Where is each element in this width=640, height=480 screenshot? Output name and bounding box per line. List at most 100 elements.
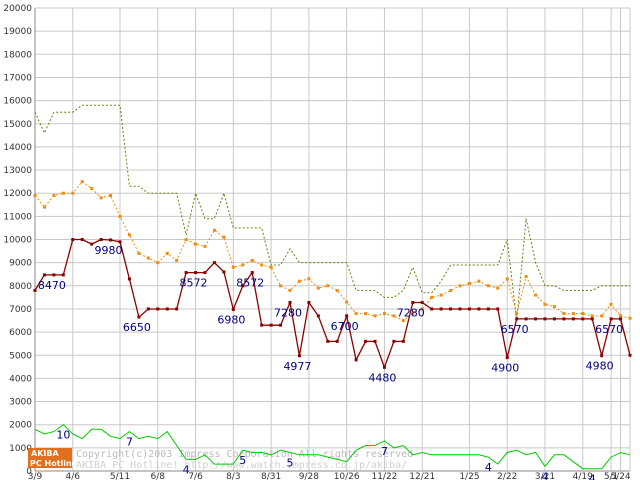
point-min xyxy=(194,271,198,275)
point-avg xyxy=(165,251,169,255)
min-price-label: 4977 xyxy=(283,360,311,373)
grid xyxy=(34,7,631,472)
point-min xyxy=(562,317,566,321)
x-tick-label: 8/3 xyxy=(226,472,240,480)
watermark: AKIBA PC Hotline Copyright(c)2003 Impres… xyxy=(28,448,413,471)
point-min xyxy=(534,317,538,321)
copyright-text: Copyright(c)2003 Impress Corporation All… xyxy=(76,449,413,460)
logo-bottom-box xyxy=(28,458,72,468)
x-tick-label: 1/25 xyxy=(459,472,479,480)
point-avg xyxy=(90,187,94,191)
series-line-avg xyxy=(34,180,631,322)
min-price-label: 6570 xyxy=(595,323,623,336)
point-avg xyxy=(505,277,509,281)
y-tick-label: 13000 xyxy=(3,166,32,176)
min-price-label: 4900 xyxy=(491,362,519,375)
point-avg xyxy=(241,263,245,267)
y-tick-label: 3000 xyxy=(9,398,32,408)
y-tick-label: 7000 xyxy=(9,305,32,315)
min-price-label: 8572 xyxy=(180,277,208,290)
point-min xyxy=(411,300,415,304)
point-min xyxy=(439,307,443,311)
point-avg xyxy=(127,233,131,237)
point-avg xyxy=(307,277,311,281)
point-min xyxy=(42,273,46,277)
point-min xyxy=(449,307,453,311)
point-min xyxy=(127,277,131,281)
series-layer xyxy=(33,104,632,470)
point-avg xyxy=(600,314,604,318)
point-min xyxy=(203,271,207,275)
point-avg xyxy=(439,293,443,297)
min-price-label: 9980 xyxy=(95,244,123,257)
point-min xyxy=(590,317,594,321)
point-min xyxy=(571,317,575,321)
x-tick-label: 7/6 xyxy=(188,472,203,480)
y-tick-label: 5000 xyxy=(9,351,32,361)
point-min xyxy=(80,238,84,241)
point-avg xyxy=(467,281,471,285)
point-min xyxy=(628,353,632,357)
point-min xyxy=(90,242,94,246)
x-tick-label: 9/28 xyxy=(299,472,319,480)
point-avg xyxy=(496,286,500,290)
point-min xyxy=(600,354,604,358)
point-avg xyxy=(156,261,160,265)
point-min xyxy=(477,307,481,311)
point-min xyxy=(307,300,311,304)
point-min xyxy=(467,307,471,311)
y-axis-ticks: 0 1000 2000 3000 4000 5000 6000 7000 8000 9000 100… xyxy=(3,4,32,477)
point-min xyxy=(137,315,141,319)
point-avg xyxy=(316,286,320,290)
y-tick-label: 9000 xyxy=(9,259,32,269)
point-min xyxy=(184,271,188,275)
y-tick-label: 4000 xyxy=(9,374,32,384)
point-avg xyxy=(609,302,613,306)
point-min xyxy=(609,317,613,321)
series-line-count xyxy=(34,424,631,470)
point-avg xyxy=(175,258,179,262)
point-min xyxy=(222,270,226,274)
x-tick-label: 4/19 xyxy=(573,472,593,480)
series-line-min xyxy=(34,238,631,370)
point-avg xyxy=(420,307,424,311)
point-avg xyxy=(52,194,56,198)
point-min xyxy=(486,307,490,311)
point-min xyxy=(146,307,150,311)
point-min xyxy=(364,339,368,343)
point-avg xyxy=(269,265,273,269)
min-price-label: 6700 xyxy=(331,320,359,333)
x-tick-label: 11/22 xyxy=(371,472,397,480)
point-min xyxy=(392,339,396,343)
logo-bottom-text: PC Hotline xyxy=(30,459,78,468)
x-tick-label: 2/22 xyxy=(497,472,517,480)
point-avg xyxy=(279,284,283,288)
point-avg xyxy=(458,284,462,288)
point-min xyxy=(581,317,585,321)
min-price-label: 6650 xyxy=(123,321,151,334)
point-min xyxy=(430,307,434,311)
point-min xyxy=(231,307,235,311)
point-avg xyxy=(364,312,368,316)
point-min xyxy=(156,307,160,311)
point-min xyxy=(241,284,245,288)
min-price-label: 8572 xyxy=(236,277,264,290)
point-avg xyxy=(288,288,292,292)
x-tick-label: 3/21 xyxy=(535,472,555,480)
point-avg xyxy=(590,314,594,318)
point-avg xyxy=(543,302,547,306)
point-avg xyxy=(373,314,377,318)
point-min xyxy=(505,356,509,360)
point-min xyxy=(401,339,405,343)
min-price-label: 7280 xyxy=(274,306,302,319)
min-price-label: 7280 xyxy=(397,306,425,319)
point-avg xyxy=(194,242,198,246)
point-avg xyxy=(146,256,150,260)
point-avg xyxy=(562,312,566,316)
min-price-label: 4980 xyxy=(586,360,614,373)
point-min xyxy=(552,317,556,321)
point-avg xyxy=(61,191,65,195)
x-tick-label: 5/1 xyxy=(604,472,618,480)
point-min xyxy=(543,317,547,321)
